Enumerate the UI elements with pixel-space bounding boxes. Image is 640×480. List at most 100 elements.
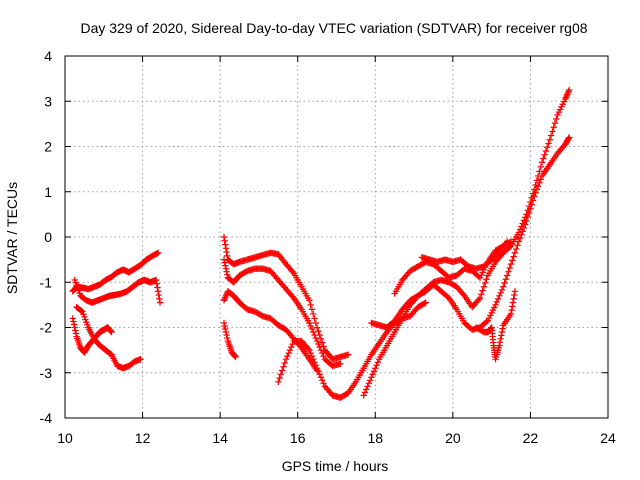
data-point: [540, 155, 547, 162]
data-point: [564, 89, 572, 97]
data-point: [476, 294, 484, 302]
data-point: [372, 365, 379, 372]
data-point: [545, 140, 552, 147]
series-track-d: [73, 303, 144, 372]
data-point: [542, 147, 550, 155]
y-tick-label: -4: [40, 410, 53, 426]
data-point: [497, 289, 504, 297]
data-point: [500, 283, 507, 290]
data-point: [510, 295, 517, 303]
series-track-h: [220, 319, 239, 361]
data-point: [275, 378, 282, 385]
data-point: [565, 88, 572, 95]
y-tick-label: -2: [40, 320, 53, 336]
data-point: [511, 288, 519, 295]
data-point: [231, 352, 238, 359]
data-point: [546, 136, 554, 143]
data-point: [231, 352, 239, 360]
data-point: [315, 340, 322, 348]
data-point: [547, 132, 555, 139]
y-tick-label: 0: [44, 229, 52, 245]
data-point: [223, 248, 230, 256]
data-point: [475, 296, 482, 303]
data-point: [71, 324, 78, 331]
x-tick-label: 18: [367, 430, 383, 446]
data-point: [527, 198, 534, 206]
data-point: [507, 260, 515, 268]
series-track-k: [368, 86, 573, 331]
data-point: [549, 128, 556, 135]
series-track-b: [71, 276, 164, 306]
data-point: [562, 94, 570, 101]
data-point: [313, 365, 321, 372]
y-axis-label: SDTVAR / TECUs: [4, 182, 20, 294]
data-point: [310, 328, 317, 336]
data-point: [496, 342, 503, 349]
data-point: [511, 249, 519, 257]
data-point: [566, 86, 573, 94]
series-track-m: [418, 238, 511, 272]
y-tick-label: -3: [40, 365, 53, 381]
data-point: [221, 295, 228, 303]
data-point: [313, 337, 321, 345]
series-track-n: [472, 288, 519, 363]
data-point: [319, 349, 326, 357]
data-point: [537, 163, 544, 171]
data-point: [541, 151, 548, 158]
data-point: [515, 229, 522, 236]
data-point: [288, 343, 295, 351]
data-points: [69, 86, 573, 401]
data-point: [564, 91, 571, 98]
data-point: [498, 328, 506, 336]
data-point: [524, 207, 532, 214]
series-track-g: [220, 288, 321, 374]
data-point: [313, 324, 321, 331]
data-point: [514, 242, 521, 249]
data-point: [220, 319, 228, 327]
data-point: [344, 351, 352, 358]
data-point: [361, 389, 369, 396]
data-point: [562, 95, 569, 103]
data-point: [529, 190, 537, 197]
data-point: [317, 335, 325, 343]
data-point: [509, 299, 517, 306]
data-point: [496, 292, 503, 300]
data-point: [282, 355, 290, 363]
x-tick-label: 20: [445, 430, 461, 446]
y-tick-label: 3: [44, 93, 52, 109]
data-point: [320, 343, 327, 350]
data-point: [78, 307, 85, 315]
data-point: [222, 325, 229, 333]
x-axis-label: GPS time / hours: [282, 458, 389, 474]
data-point: [281, 359, 288, 367]
data-point: [72, 327, 79, 334]
data-point: [289, 293, 296, 300]
data-point: [220, 297, 228, 304]
data-point: [565, 135, 572, 142]
data-point: [154, 288, 162, 295]
data-point: [366, 377, 374, 384]
data-point: [154, 249, 162, 257]
data-point: [505, 268, 512, 275]
data-point: [312, 319, 320, 327]
data-point: [107, 327, 114, 334]
data-point: [319, 339, 326, 346]
data-point: [155, 291, 162, 299]
data-point: [368, 374, 375, 381]
x-tick-label: 24: [600, 430, 616, 446]
data-point: [223, 268, 230, 275]
data-point: [70, 321, 78, 328]
data-point: [222, 328, 230, 336]
data-point: [363, 386, 370, 393]
data-point: [502, 239, 510, 247]
data-point: [306, 297, 313, 304]
data-point: [156, 295, 163, 303]
x-tick-label: 12: [135, 430, 151, 446]
data-point: [502, 276, 510, 283]
data-point: [320, 380, 327, 387]
x-tick-label: 10: [57, 430, 73, 446]
data-point: [221, 259, 228, 266]
data-point: [108, 328, 115, 336]
data-point: [534, 172, 542, 180]
